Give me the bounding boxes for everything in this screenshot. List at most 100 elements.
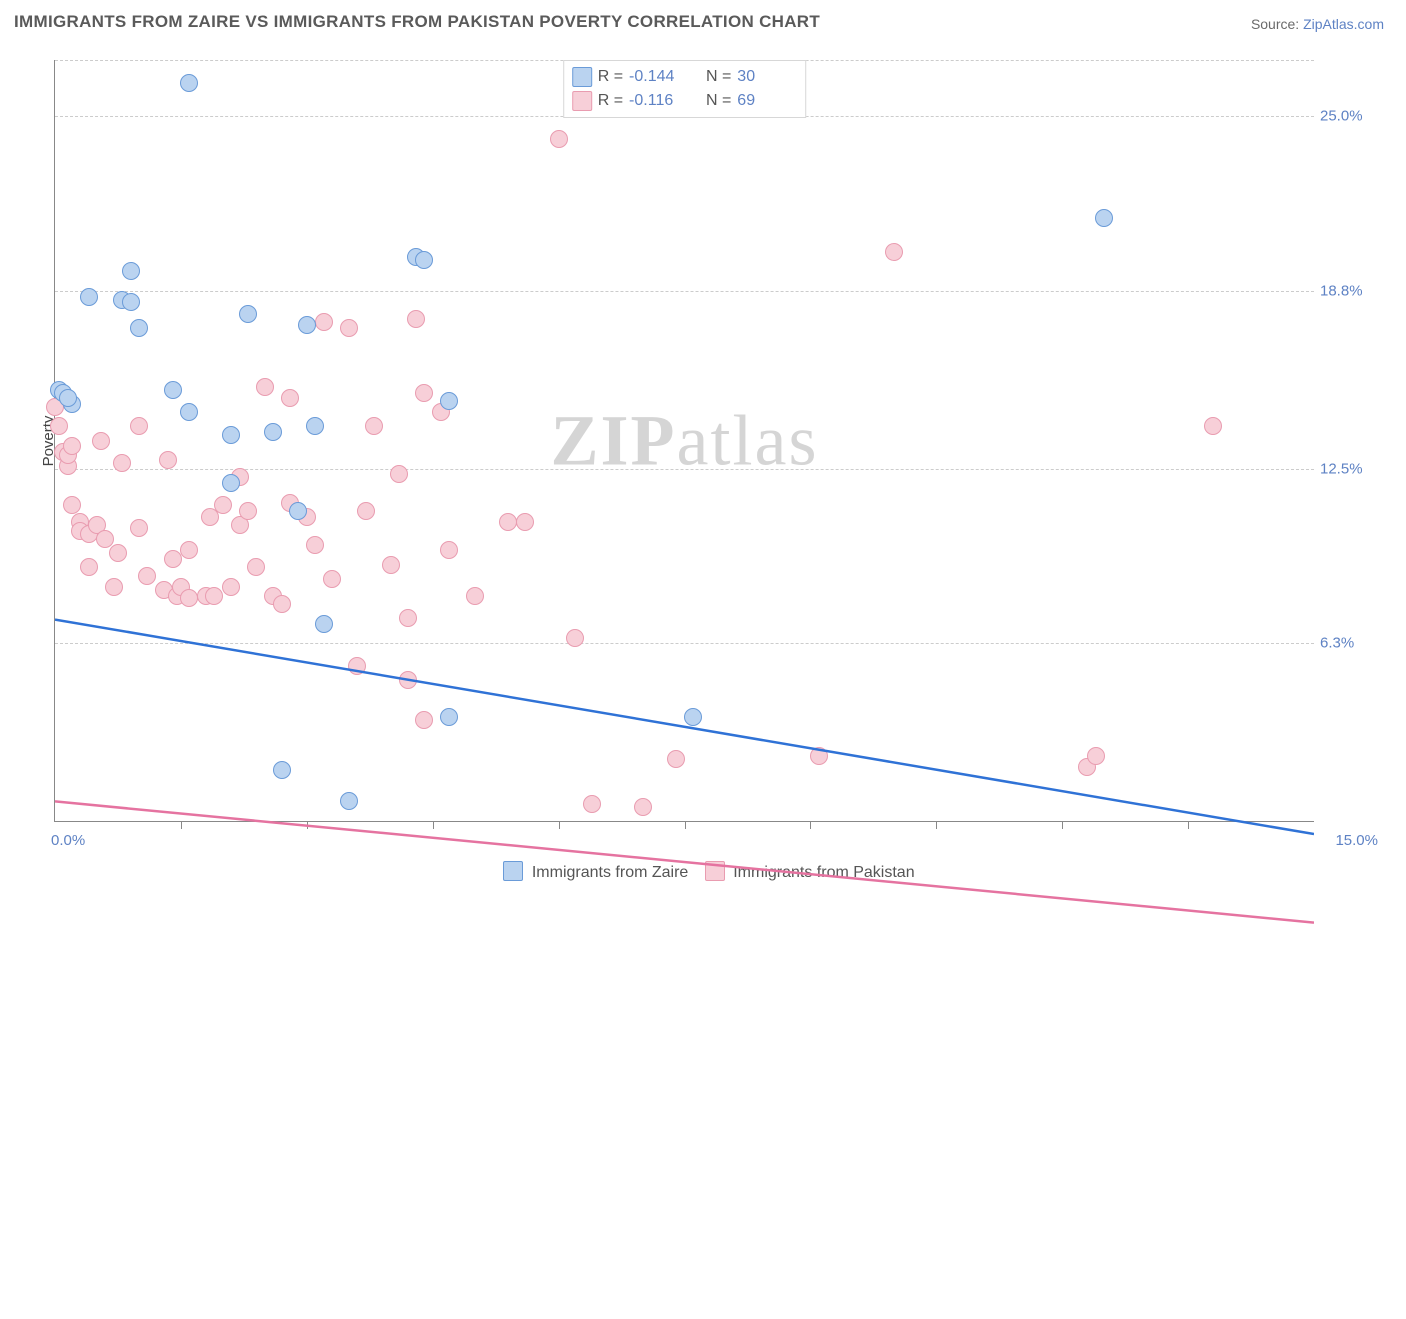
data-point-zaire [130,319,148,337]
data-point-zaire [264,423,282,441]
data-point-pakistan [50,417,68,435]
data-point-zaire [684,708,702,726]
x-tick [685,821,686,829]
stats-R-label: R = [598,89,623,113]
y-tick-label: 6.3% [1320,635,1380,652]
data-point-pakistan [130,417,148,435]
data-point-pakistan [281,389,299,407]
data-point-zaire [122,293,140,311]
data-point-zaire [306,417,324,435]
data-point-pakistan [348,657,366,675]
data-point-zaire [164,381,182,399]
data-point-pakistan [365,417,383,435]
data-point-pakistan [440,541,458,559]
source-prefix: Source: [1251,16,1303,32]
x-tick [433,821,434,829]
trend-line-zaire [55,620,1314,834]
data-point-zaire [440,392,458,410]
data-point-pakistan [113,454,131,472]
data-point-pakistan [323,570,341,588]
swatch-pakistan [572,91,592,111]
data-point-pakistan [63,437,81,455]
data-point-pakistan [1204,417,1222,435]
data-point-pakistan [583,795,601,813]
data-point-pakistan [566,629,584,647]
data-point-zaire [415,251,433,269]
stats-row-zaire: R = -0.144 N = 30 [572,65,794,89]
data-point-pakistan [399,671,417,689]
data-point-pakistan [407,310,425,328]
trend-lines [55,60,1314,1319]
data-point-pakistan [1087,747,1105,765]
x-tick [307,821,308,829]
swatch-zaire [572,67,592,87]
stats-R-zaire: -0.144 [629,65,685,89]
data-point-zaire [340,792,358,810]
x-tick [936,821,937,829]
chart-title: IMMIGRANTS FROM ZAIRE VS IMMIGRANTS FROM… [14,12,820,32]
x-tick [810,821,811,829]
data-point-pakistan [415,711,433,729]
data-point-zaire [239,305,257,323]
data-point-pakistan [667,750,685,768]
data-point-pakistan [415,384,433,402]
legend-swatch-zaire [503,861,523,881]
data-point-pakistan [810,747,828,765]
stats-N-label: N = [706,89,731,113]
data-point-zaire [180,74,198,92]
x-tick [1062,821,1063,829]
stats-N-pakistan: 69 [737,89,793,113]
data-point-pakistan [205,587,223,605]
data-point-pakistan [634,798,652,816]
data-point-zaire [180,403,198,421]
data-point-zaire [289,502,307,520]
data-point-pakistan [357,502,375,520]
data-point-zaire [59,389,77,407]
data-point-pakistan [180,589,198,607]
data-point-pakistan [885,243,903,261]
data-point-pakistan [214,496,232,514]
y-tick-label: 25.0% [1320,108,1380,125]
data-point-zaire [273,761,291,779]
stats-row-pakistan: R = -0.116 N = 69 [572,89,794,113]
data-point-pakistan [247,558,265,576]
stats-N-label: N = [706,65,731,89]
watermark: ZIPatlas [551,399,819,482]
y-tick-label: 12.5% [1320,460,1380,477]
stats-R-pakistan: -0.116 [629,89,685,113]
data-point-pakistan [256,378,274,396]
data-point-pakistan [516,513,534,531]
data-point-zaire [222,474,240,492]
stats-N-zaire: 30 [737,65,793,89]
data-point-zaire [1095,209,1113,227]
x-tick [181,821,182,829]
data-point-pakistan [138,567,156,585]
data-point-pakistan [130,519,148,537]
stats-R-label: R = [598,65,623,89]
y-tick-label: 18.8% [1320,283,1380,300]
legend-bottom: Immigrants from Zaire Immigrants from Pa… [0,861,1406,882]
data-point-zaire [80,288,98,306]
plot-area: ZIPatlas Poverty R = -0.144 N = 30 R = -… [54,60,1314,822]
gridline-h [55,291,1314,292]
data-point-pakistan [63,496,81,514]
data-point-pakistan [306,536,324,554]
data-point-zaire [315,615,333,633]
x-axis-min-label: 0.0% [51,832,85,849]
data-point-pakistan [315,313,333,331]
data-point-pakistan [340,319,358,337]
data-point-pakistan [164,550,182,568]
watermark-bold: ZIP [551,400,677,480]
source-link[interactable]: ZipAtlas.com [1303,16,1384,32]
gridline-h [55,643,1314,644]
legend-label-pakistan: Immigrants from Pakistan [733,864,914,881]
data-point-pakistan [273,595,291,613]
data-point-pakistan [466,587,484,605]
data-point-zaire [122,262,140,280]
stats-legend-box: R = -0.144 N = 30 R = -0.116 N = 69 [563,60,807,118]
data-point-pakistan [80,558,98,576]
data-point-pakistan [92,432,110,450]
data-point-pakistan [399,609,417,627]
data-point-pakistan [105,578,123,596]
data-point-pakistan [499,513,517,531]
